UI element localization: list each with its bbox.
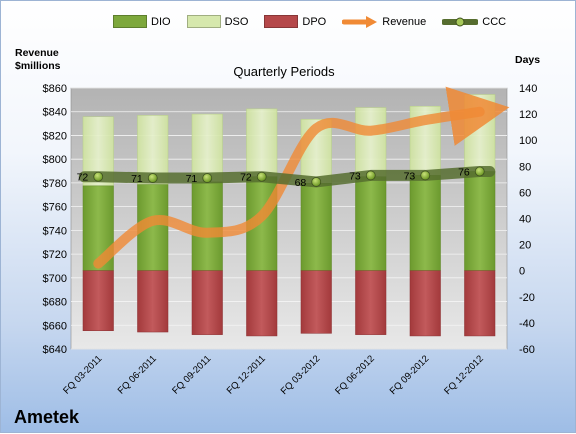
- legend-ccc-icon: [442, 17, 479, 26]
- bar-dio: [409, 175, 441, 271]
- left-axis-tick: $740: [43, 225, 67, 237]
- legend-item-dio: DIO: [113, 15, 171, 28]
- ccc-point: [311, 177, 322, 187]
- ccc-point: [474, 166, 485, 177]
- bar-dso: [464, 94, 496, 172]
- right-axis-tick: -40: [519, 318, 535, 330]
- bar-dio: [300, 183, 332, 271]
- left-axis-tick: $780: [43, 178, 67, 190]
- company-name: Ametek: [14, 407, 80, 427]
- ccc-point: [365, 170, 376, 181]
- legend-label-dio: DIO: [151, 15, 171, 28]
- legend-item-revenue: Revenue: [342, 15, 426, 28]
- ccc-point: [147, 173, 158, 183]
- bar-dpo: [300, 270, 332, 334]
- ccc-data-label: 73: [349, 170, 361, 182]
- bar-dso: [355, 107, 387, 177]
- x-axis-tick: FQ 09-2012: [388, 353, 432, 397]
- ccc-point: [420, 170, 431, 181]
- right-axis-tick: -60: [519, 344, 535, 356]
- legend-item-dso: DSO: [186, 15, 249, 28]
- left-axis-tick: $800: [43, 154, 67, 166]
- legend-label-ccc: CCC: [482, 15, 507, 28]
- right-axis-tick: 120: [519, 109, 537, 121]
- legend-arrow-icon: [342, 15, 378, 28]
- left-axis-tick: $700: [43, 273, 67, 285]
- x-axis-tick: FQ 03-2012: [279, 353, 323, 397]
- right-axis-tick: 140: [519, 83, 537, 95]
- right-axis-tick: 80: [519, 161, 531, 173]
- ccc-point: [202, 173, 213, 183]
- bar-dpo: [246, 270, 278, 337]
- chart-title: Quarterly Periods: [233, 64, 335, 79]
- ccc-data-label: 68: [295, 177, 307, 189]
- left-axis-tick: $720: [43, 249, 67, 261]
- right-axis-title: Days: [515, 54, 541, 66]
- ccc-point: [93, 171, 104, 182]
- ccc-data-label: 72: [240, 172, 252, 184]
- ccc-data-label: 71: [186, 173, 198, 185]
- left-axis-tick: $820: [43, 130, 67, 142]
- legend-swatch-dpo: [264, 15, 299, 28]
- bar-dpo: [409, 270, 441, 337]
- ccc-data-label: 71: [131, 173, 143, 185]
- legend-swatch-dso: [186, 15, 221, 28]
- bar-dpo: [137, 270, 169, 333]
- legend-label-dso: DSO: [224, 15, 249, 28]
- left-axis-tick: $640: [43, 344, 67, 356]
- bar-dpo: [355, 270, 387, 335]
- ccc-point: [256, 171, 267, 182]
- x-axis-tick: FQ 09-2011: [170, 353, 213, 396]
- left-axis-title: Revenue $millions: [15, 47, 61, 72]
- bar-dio: [464, 171, 496, 271]
- legend-label-dpo: DPO: [302, 15, 327, 28]
- legend-swatch-dio: [113, 15, 147, 28]
- bar-dpo: [464, 270, 496, 337]
- bar-dpo: [191, 270, 223, 335]
- plot-area: [70, 87, 508, 350]
- bar-dpo: [82, 270, 114, 331]
- legend-item-dpo: DPO: [264, 15, 326, 28]
- bar-dso: [246, 108, 278, 177]
- legend-label-revenue: Revenue: [382, 15, 427, 28]
- left-axis-tick: $840: [43, 107, 67, 119]
- revenue-line: [93, 86, 510, 269]
- right-axis-tick: -20: [519, 292, 535, 304]
- ccc-data-label: 72: [77, 172, 89, 184]
- right-axis-tick: 60: [519, 187, 531, 199]
- left-axis-tick: $760: [43, 202, 67, 214]
- bar-dio: [355, 176, 387, 271]
- bar-dso: [191, 113, 223, 183]
- right-axis-tick: 20: [519, 240, 531, 252]
- left-axis-tick: $680: [43, 297, 67, 309]
- x-axis-tick: FQ 03-2011: [61, 353, 104, 396]
- ccc-line: [78, 166, 496, 188]
- x-axis-tick: FQ 12-2012: [442, 353, 486, 397]
- legend-item-ccc: CCC: [442, 15, 506, 28]
- x-axis-tick: FQ 06-2012: [333, 353, 377, 397]
- ccc-data-label: 73: [404, 170, 416, 182]
- left-axis-tick: $860: [43, 83, 67, 95]
- left-axis-tick: $660: [43, 320, 67, 332]
- right-axis-tick: 40: [519, 214, 531, 226]
- ccc-data-label: 76: [458, 167, 470, 179]
- chart-legend: DIO DSO DPO Revenue CCC: [113, 15, 522, 28]
- x-axis-tick: FQ 12-2011: [225, 353, 268, 396]
- x-axis-tick: FQ 06-2011: [116, 353, 159, 396]
- right-axis-tick: 100: [519, 135, 537, 147]
- right-axis-tick: 0: [519, 266, 525, 278]
